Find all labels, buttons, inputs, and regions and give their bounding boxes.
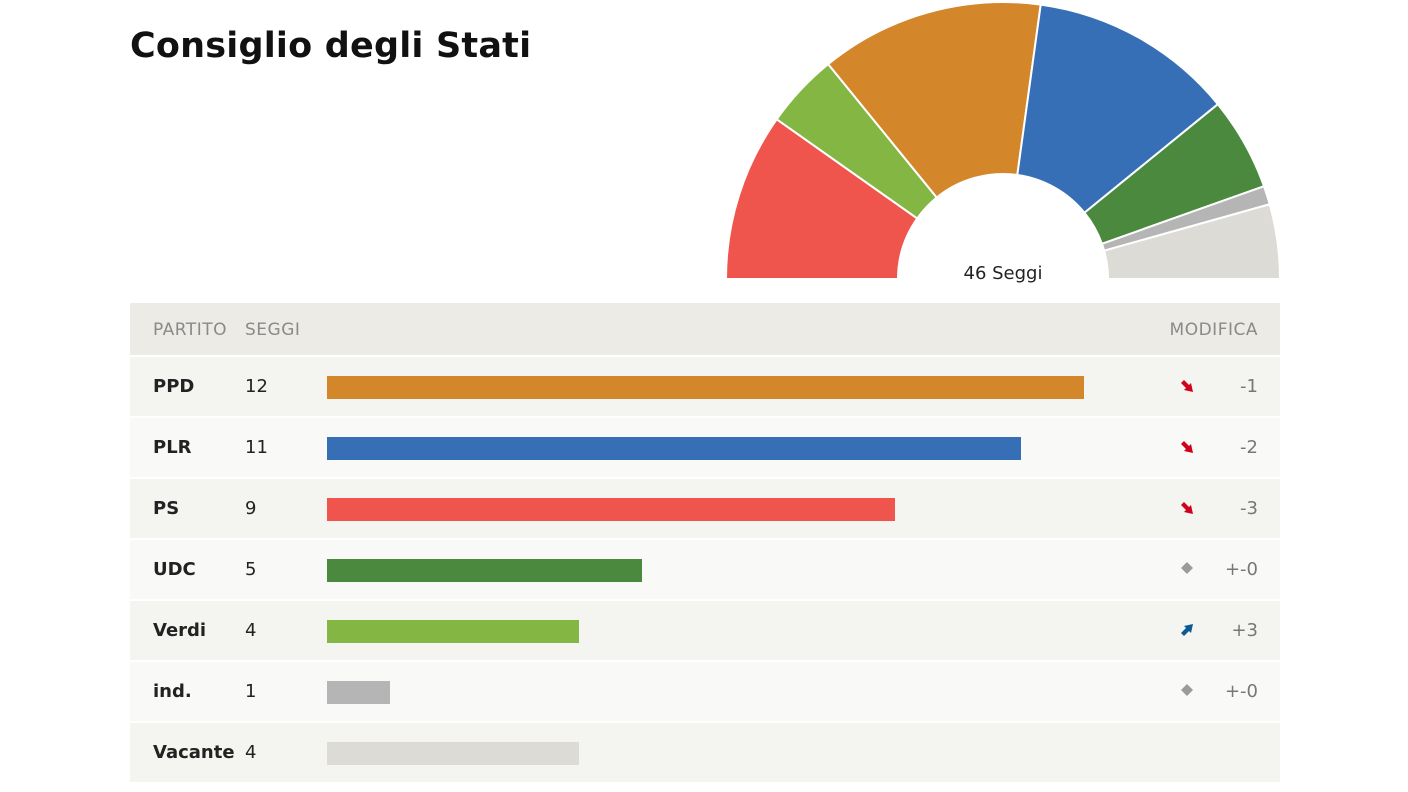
hemicycle-slice-ps bbox=[724, 117, 919, 280]
page-title: Consiglio degli Stati bbox=[130, 26, 532, 66]
arrow-up-icon bbox=[1181, 624, 1193, 636]
seat-count: 12 bbox=[245, 376, 268, 397]
seat-bar bbox=[327, 498, 895, 521]
table-body: PPD 12 -1 PLR 11 -2 PS 9 -3 UDC 5 +-0 Verdi 4 +3 ind. 1 +… bbox=[130, 357, 1280, 782]
header-change: MODIFICA bbox=[1169, 320, 1258, 340]
arrow-down-icon bbox=[1181, 441, 1193, 453]
party-name: UDC bbox=[153, 559, 196, 580]
party-name: Verdi bbox=[153, 620, 207, 641]
table-row: PLR 11 -2 bbox=[130, 418, 1280, 477]
seat-change: +3 bbox=[1231, 620, 1258, 641]
arrow-down-icon bbox=[1181, 502, 1193, 514]
hemicycle-chart: 46 Seggi bbox=[724, 1, 1282, 284]
party-name: Vacante bbox=[153, 742, 235, 763]
table-row: PPD 12 -1 bbox=[130, 357, 1280, 416]
party-name: PS bbox=[153, 498, 180, 519]
hemicycle-slice-plr bbox=[1016, 3, 1220, 215]
total-seats-label: 46 Seggi bbox=[964, 263, 1043, 284]
seat-change: +-0 bbox=[1224, 559, 1258, 580]
seat-change: -3 bbox=[1240, 498, 1258, 519]
table-row: Vacante 4 bbox=[130, 723, 1280, 782]
header-seats: SEGGI bbox=[245, 320, 301, 340]
seat-count: 4 bbox=[245, 742, 257, 763]
party-name: ind. bbox=[153, 681, 192, 702]
table-row: ind. 1 +-0 bbox=[130, 662, 1280, 721]
arrow-down-icon bbox=[1181, 380, 1193, 392]
seat-bar bbox=[327, 376, 1084, 399]
seat-bar bbox=[327, 620, 579, 643]
seat-change: -1 bbox=[1240, 376, 1258, 397]
seats-table: PARTITO SEGGI MODIFICA PPD 12 -1 PLR 11 -2 PS 9… bbox=[130, 303, 1280, 782]
party-name: PLR bbox=[153, 437, 192, 458]
table-header: PARTITO SEGGI MODIFICA bbox=[130, 303, 1280, 355]
seat-count: 5 bbox=[245, 559, 257, 580]
seat-count: 4 bbox=[245, 620, 257, 641]
seat-bar bbox=[327, 742, 579, 765]
no-change-icon bbox=[1181, 684, 1193, 696]
seat-change: +-0 bbox=[1224, 681, 1258, 702]
party-name: PPD bbox=[153, 376, 195, 397]
seat-bar bbox=[327, 559, 642, 582]
hemicycle-slice-ppd bbox=[826, 1, 1042, 199]
seat-count: 11 bbox=[245, 437, 268, 458]
seat-bar bbox=[327, 437, 1021, 460]
table-row: UDC 5 +-0 bbox=[130, 540, 1280, 599]
seat-bar bbox=[327, 681, 390, 704]
seat-change: -2 bbox=[1240, 437, 1258, 458]
table-row: PS 9 -3 bbox=[130, 479, 1280, 538]
table-row: Verdi 4 +3 bbox=[130, 601, 1280, 660]
hemicycle-slice-vacante bbox=[1102, 203, 1282, 280]
header-party: PARTITO bbox=[153, 320, 228, 340]
seat-count: 9 bbox=[245, 498, 257, 519]
no-change-icon bbox=[1181, 562, 1193, 574]
seat-count: 1 bbox=[245, 681, 257, 702]
